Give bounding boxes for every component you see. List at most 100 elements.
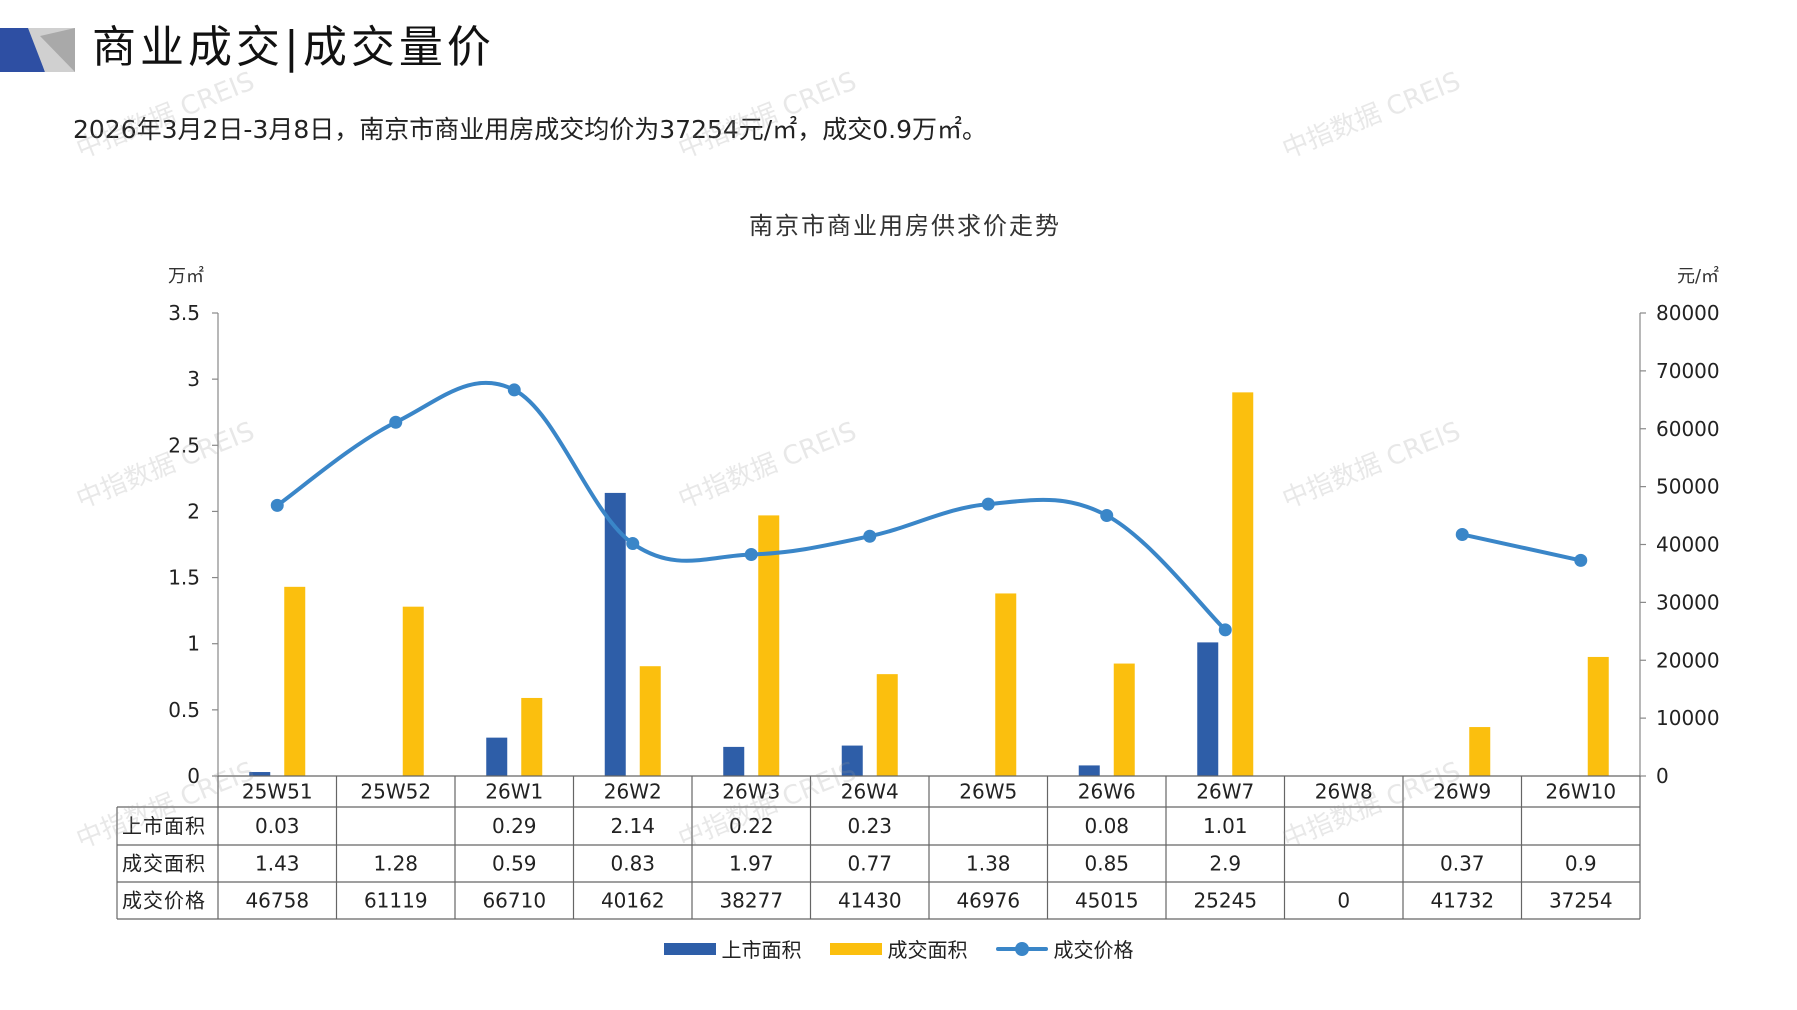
legend-item-traded: 成交面积 <box>829 934 968 963</box>
bar-listed <box>723 746 745 776</box>
bar-traded <box>876 674 898 776</box>
table-row-header: 成交面积 <box>122 852 206 876</box>
y-left-tick-label: 1 <box>187 632 200 656</box>
y-left-tick-label: 2 <box>187 499 200 523</box>
legend-swatch-price <box>995 941 1048 957</box>
price-point <box>1100 508 1114 522</box>
price-line <box>275 380 1228 632</box>
y-right-tick-label: 40000 <box>1656 533 1720 557</box>
table-cell-value: 45015 <box>1075 889 1139 913</box>
price-point <box>863 529 877 543</box>
table-cell-value: 0.59 <box>492 852 537 876</box>
summary-text: 2026年3月2日-3月8日，南京市商业用房成交均价为37254元/㎡，成交0.… <box>73 115 987 144</box>
table-cell-value: 0.83 <box>610 852 655 876</box>
table-cell-value: 0.77 <box>847 852 892 876</box>
table-cell-value: 0.08 <box>1084 814 1129 838</box>
x-category-label: 26W8 <box>1315 780 1373 804</box>
table-cell-value: 46976 <box>956 889 1020 913</box>
table-cell-value: 40162 <box>601 889 665 913</box>
bar-listed <box>604 492 626 776</box>
legend-swatch-listed <box>663 942 716 955</box>
x-category-label: 26W7 <box>1196 780 1254 804</box>
legend-label-price: 成交价格 <box>1053 938 1134 962</box>
bar-traded <box>639 666 661 776</box>
y-left-tick-label: 2.5 <box>168 433 200 457</box>
table-cell-value: 1.38 <box>966 852 1011 876</box>
price-point <box>626 537 640 551</box>
table-cell-value: 1.28 <box>373 852 418 876</box>
table-cell-value: 46758 <box>245 889 309 913</box>
legend-label-traded: 成交面积 <box>887 938 968 962</box>
price-point <box>507 383 521 397</box>
table-cell-value: 37254 <box>1549 889 1613 913</box>
page-title: 商业成交|成交量价 <box>92 22 495 73</box>
y-right-tick-label: 10000 <box>1656 706 1720 730</box>
bar-traded <box>995 593 1017 776</box>
bar-traded <box>1469 727 1491 776</box>
x-category-label: 26W9 <box>1433 780 1491 804</box>
y-right-unit: 元/㎡ <box>1677 265 1719 287</box>
table-cell-value: 0.03 <box>255 814 300 838</box>
price-point <box>1218 623 1232 637</box>
y-left-tick-label: 0 <box>187 764 200 788</box>
table-cell-value: 0.9 <box>1565 852 1597 876</box>
y-right-tick-label: 60000 <box>1656 417 1720 441</box>
table-cell-value: 2.9 <box>1209 852 1241 876</box>
table-cell-value: 2.14 <box>610 814 655 838</box>
bar-traded <box>1113 663 1135 776</box>
price-point <box>1455 527 1469 541</box>
bar-traded <box>284 586 306 776</box>
y-right-tick-label: 30000 <box>1656 590 1720 614</box>
bar-traded <box>1587 656 1609 776</box>
table-cell-value: 1.01 <box>1203 814 1248 838</box>
bar-listed <box>486 737 508 776</box>
x-category-label: 26W1 <box>485 780 543 804</box>
price-point <box>389 415 403 429</box>
y-right-tick-label: 0 <box>1656 764 1669 788</box>
table-cell-value: 41430 <box>838 889 902 913</box>
x-category-label: 26W5 <box>959 780 1017 804</box>
legend-item-listed: 上市面积 <box>663 934 802 963</box>
x-category-label: 26W3 <box>722 780 780 804</box>
x-category-label: 26W2 <box>604 780 662 804</box>
table-cell-value: 1.43 <box>255 852 300 876</box>
x-category-label: 26W10 <box>1545 780 1616 804</box>
x-category-label: 25W52 <box>360 780 431 804</box>
header-decoration <box>0 28 75 72</box>
y-right-tick-label: 80000 <box>1656 301 1720 325</box>
y-left-tick-label: 3.5 <box>168 301 200 325</box>
table-row-header: 上市面积 <box>122 814 206 838</box>
price-point <box>744 547 758 561</box>
bar-traded <box>758 515 780 776</box>
bar-listed <box>841 745 863 776</box>
y-left-tick-label: 0.5 <box>168 698 200 722</box>
y-left-tick-label: 1.5 <box>168 566 200 590</box>
table-row-header: 成交价格 <box>122 889 206 913</box>
y-right-tick-label: 50000 <box>1656 475 1720 499</box>
table-cell-value: 0.29 <box>492 814 537 838</box>
table-cell-value: 61119 <box>364 889 428 913</box>
bar-traded <box>1232 392 1254 776</box>
table-cell-value: 25245 <box>1193 889 1257 913</box>
legend-item-price: 成交价格 <box>995 934 1134 963</box>
table-cell-value: 38277 <box>719 889 783 913</box>
y-right-tick-label: 20000 <box>1656 648 1720 672</box>
table-cell-value: 0.37 <box>1440 852 1485 876</box>
price-line <box>1460 532 1583 563</box>
x-category-label: 25W51 <box>242 780 313 804</box>
x-category-label: 26W4 <box>841 780 899 804</box>
y-left-tick-label: 3 <box>187 367 200 391</box>
table-cell-value: 0.85 <box>1084 852 1129 876</box>
legend-swatch-traded <box>829 942 882 955</box>
price-point <box>270 498 284 512</box>
table-cell-value: 41732 <box>1430 889 1494 913</box>
price-point <box>981 497 995 511</box>
chart-title: 南京市商业用房供求价走势 <box>749 212 1061 240</box>
table-cell-value: 0.23 <box>847 814 892 838</box>
bar-traded <box>402 606 424 776</box>
x-category-label: 26W6 <box>1078 780 1136 804</box>
table-cell-value: 0.22 <box>729 814 774 838</box>
table-cell-value: 1.97 <box>729 852 774 876</box>
bar-listed <box>249 772 271 776</box>
